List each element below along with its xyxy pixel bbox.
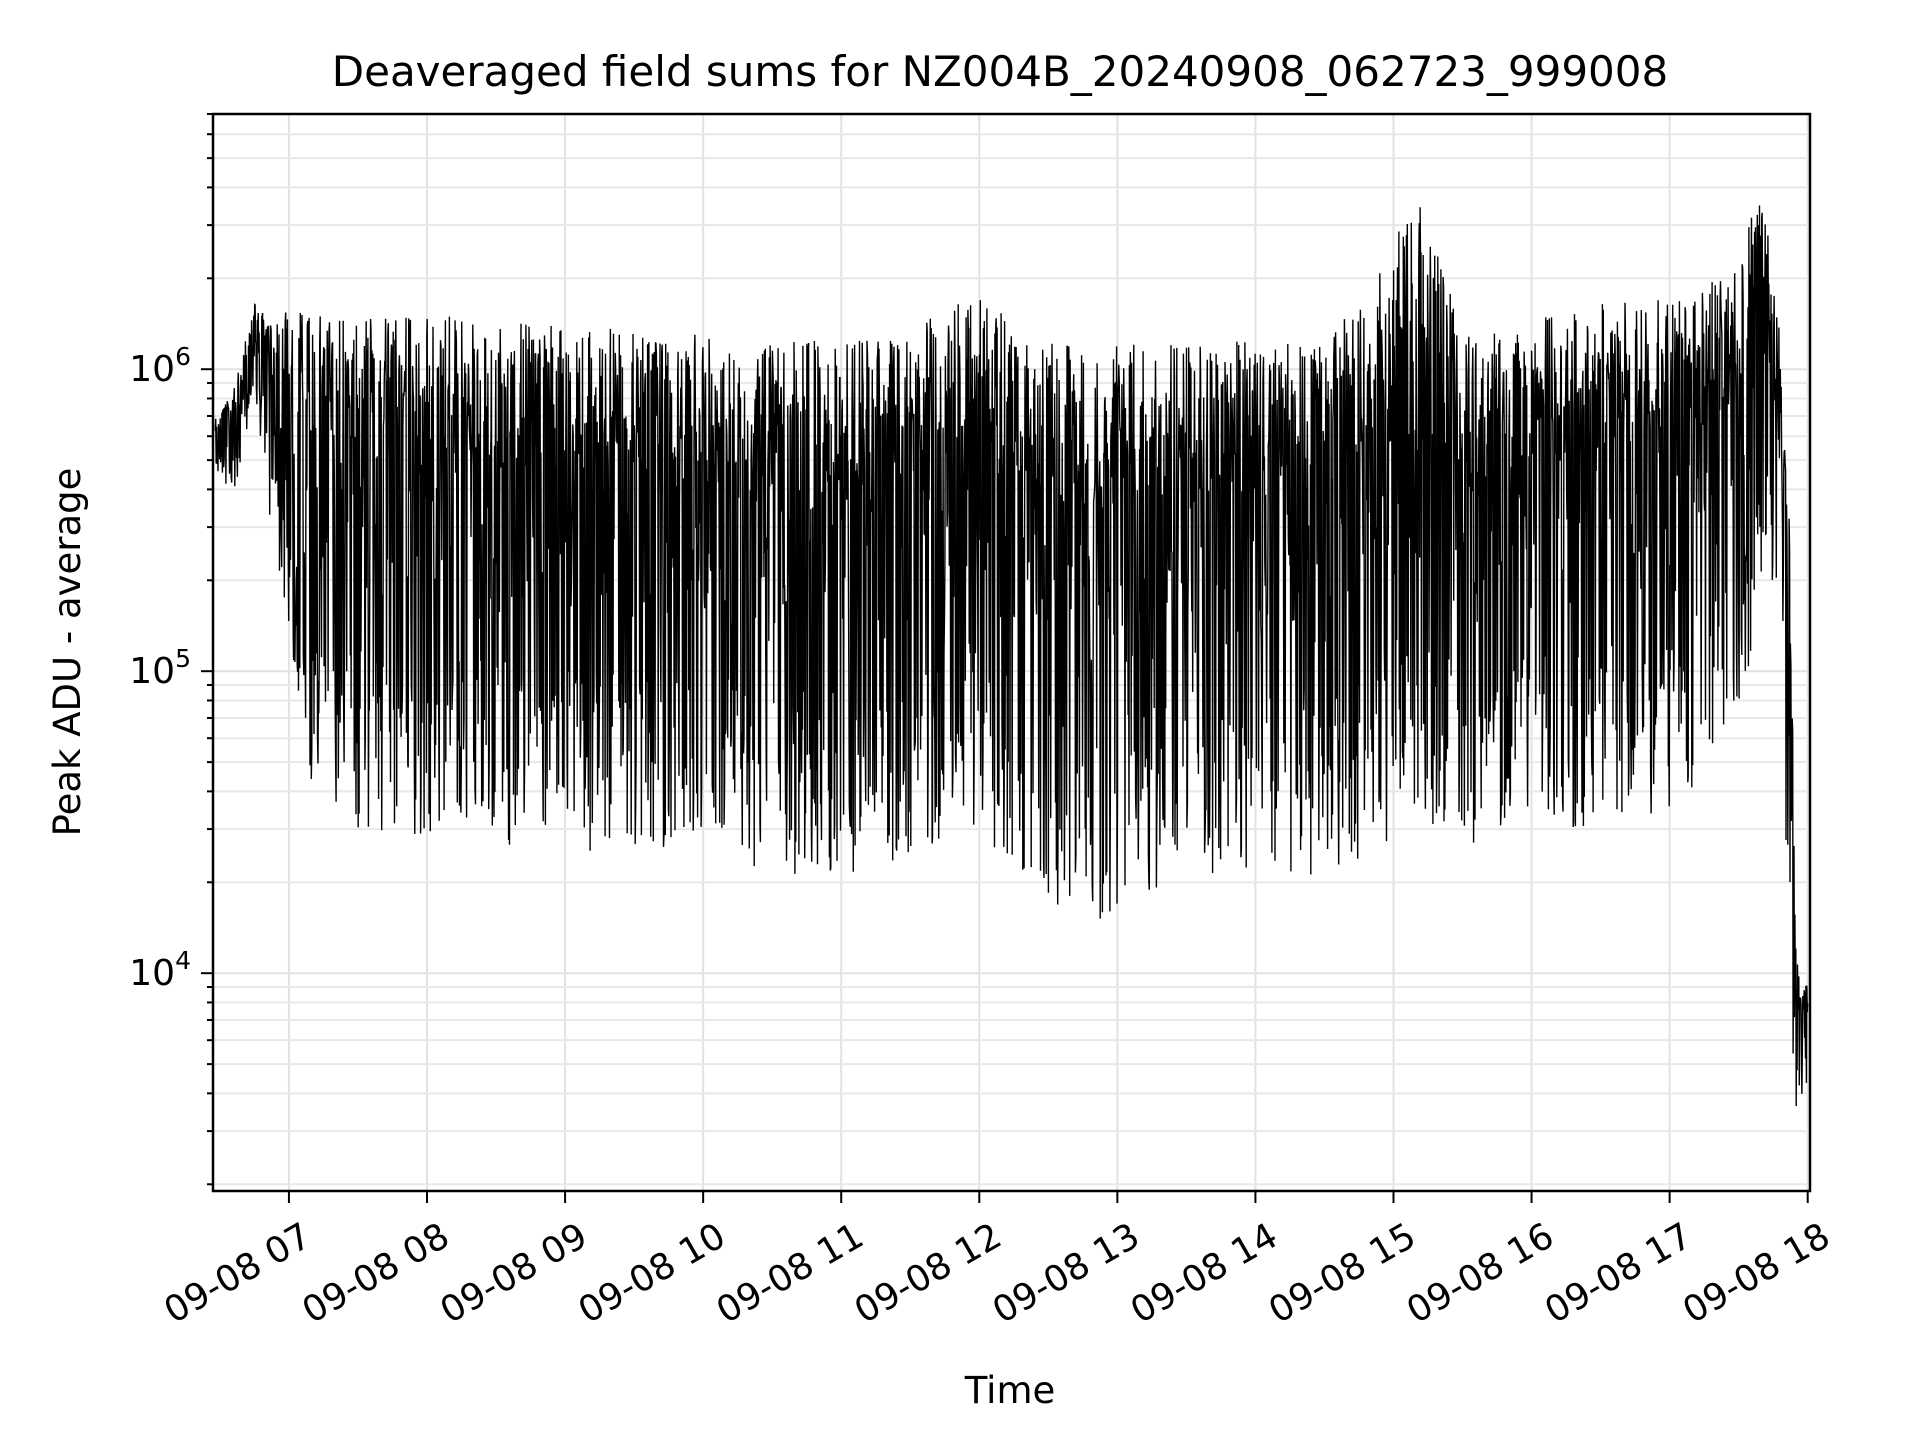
series-line [214,205,1809,1107]
plot-frame [211,112,1812,1193]
y-tick-label: 105 [129,644,191,692]
x-tick-label: 09-08 18 [1676,1215,1837,1331]
x-tick-label: 09-08 09 [434,1215,595,1331]
x-tick-label: 09-08 12 [848,1215,1009,1331]
x-axis-label: Time [964,1369,1056,1412]
y-axis-label: Peak ADU - average [46,468,89,837]
series-layer [214,205,1809,1107]
chart-title: Deaveraged field sums for NZ004B_2024090… [332,47,1668,96]
x-tick-label: 09-08 14 [1124,1215,1285,1331]
x-tick-label: 09-08 07 [158,1215,319,1331]
x-tick-label: 09-08 13 [986,1215,1147,1331]
x-tick-label: 09-08 08 [296,1215,457,1331]
y-tick-label: 106 [129,342,191,390]
y-axis: 104 105 106 [129,113,213,1186]
x-tick-label: 09-08 15 [1262,1215,1423,1331]
x-tick-label: 09-08 10 [572,1215,733,1331]
y-tick-label: 104 [129,946,191,994]
x-tick-label: 09-08 11 [710,1215,871,1331]
x-tick-label: 09-08 16 [1400,1215,1561,1331]
x-tick-label: 09-08 17 [1538,1215,1699,1331]
